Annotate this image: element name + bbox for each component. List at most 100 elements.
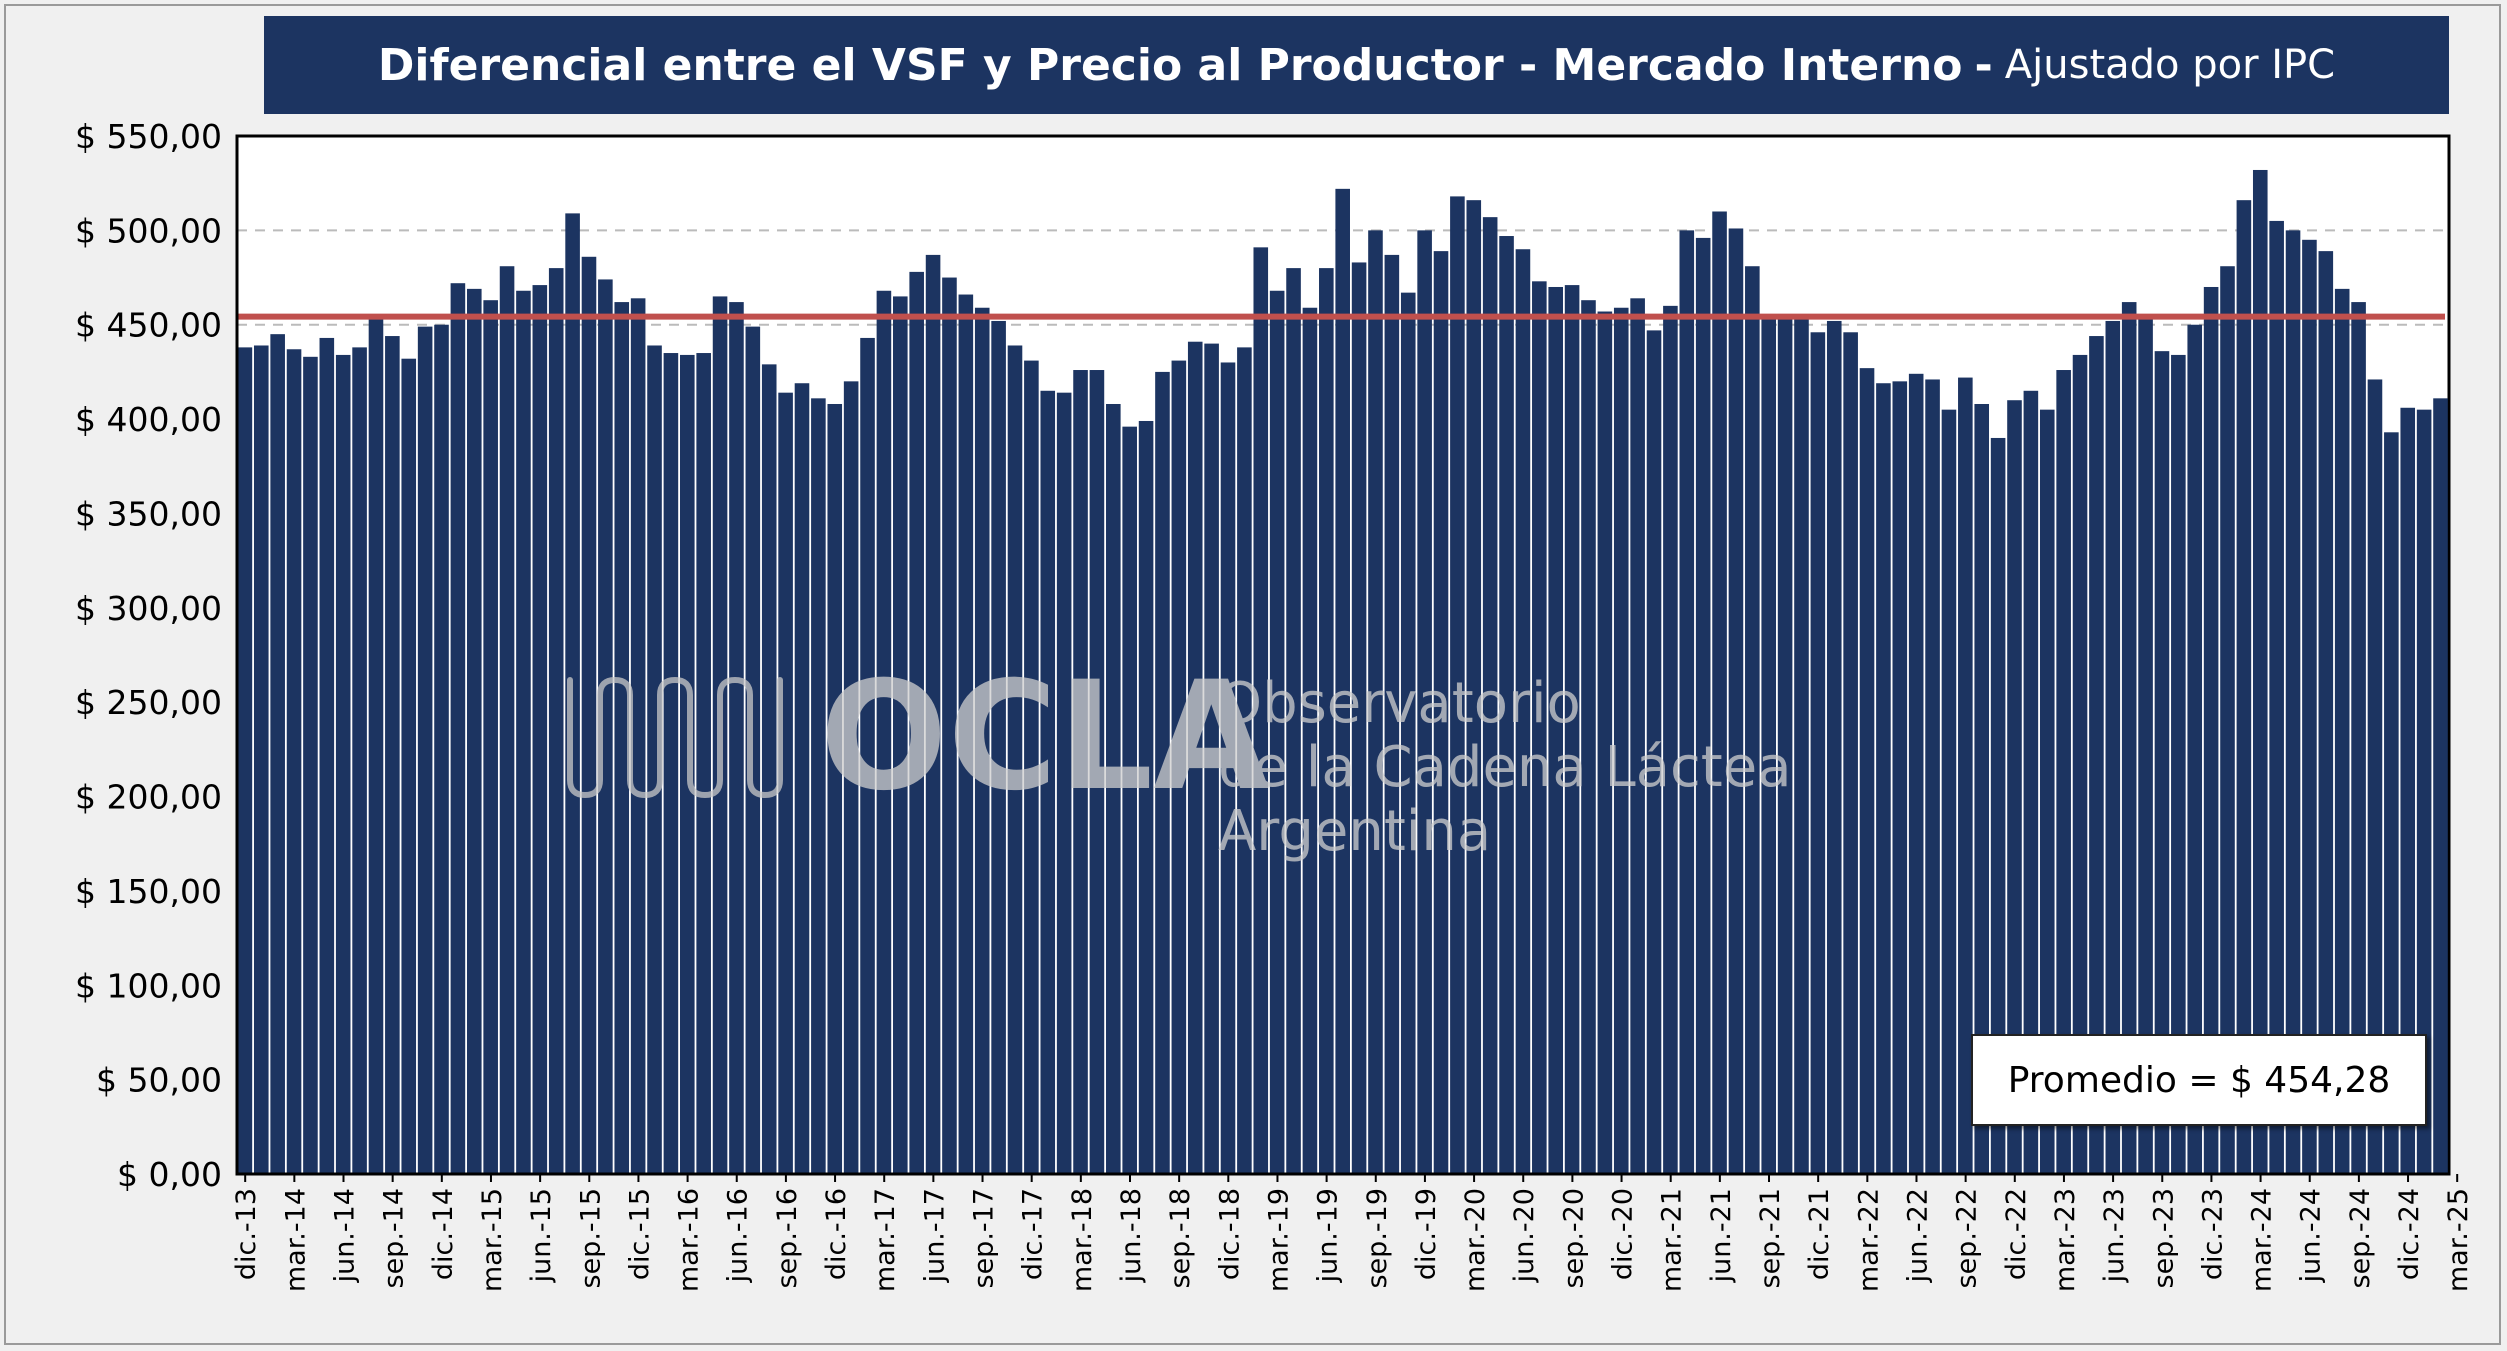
bar xyxy=(1695,237,1711,1174)
bar xyxy=(1941,409,1957,1174)
bar xyxy=(696,353,711,1174)
bar xyxy=(2334,288,2350,1174)
bar xyxy=(1073,370,1088,1174)
bar xyxy=(761,364,777,1174)
bar xyxy=(1974,403,1990,1174)
y-tick-label: $ 250,00 xyxy=(75,683,222,722)
ocla-watermark-line3: Argentina xyxy=(1218,799,1491,864)
x-tick-label: mar.-25 xyxy=(2443,1188,2474,1292)
x-tick-label: mar.-14 xyxy=(280,1188,311,1292)
chart-title-bar: Diferencial entre el VSF y Precio al Pro… xyxy=(264,16,2449,114)
bar xyxy=(1400,292,1416,1174)
bar xyxy=(630,298,646,1175)
y-tick-label: $ 300,00 xyxy=(75,589,222,628)
x-tick-label: dic.-22 xyxy=(2001,1188,2032,1280)
bar xyxy=(1220,362,1236,1174)
x-tick-label: jun.-19 xyxy=(1313,1188,1344,1283)
x-tick-label: sep.-14 xyxy=(379,1188,410,1289)
bar xyxy=(450,283,466,1174)
bar xyxy=(2154,351,2170,1175)
bar xyxy=(2384,432,2399,1174)
bar xyxy=(1777,315,1793,1175)
bar xyxy=(434,324,449,1174)
bars xyxy=(237,169,2448,1175)
bar xyxy=(1679,230,1695,1174)
bar xyxy=(1876,383,1891,1174)
y-tick-label: $ 400,00 xyxy=(75,400,222,439)
bar xyxy=(1155,371,1170,1175)
x-tick-label: mar.-24 xyxy=(2247,1188,2278,1292)
bar xyxy=(1269,290,1285,1175)
bar xyxy=(2252,169,2268,1175)
x-tick-label: mar.-23 xyxy=(2050,1188,2081,1292)
x-tick-label: mar.-15 xyxy=(477,1188,508,1292)
x-tick-label: dic.-16 xyxy=(821,1188,852,1280)
x-tick-label: sep.-24 xyxy=(2345,1188,2376,1289)
ocla-wave-icon xyxy=(567,676,783,799)
bar xyxy=(581,256,597,1174)
bar xyxy=(2269,220,2284,1175)
bar xyxy=(2138,319,2153,1175)
bar xyxy=(2072,354,2088,1174)
average-label: Promedio = $ 454,28 xyxy=(2007,1059,2391,1101)
x-tick-label: mar.-21 xyxy=(1657,1188,1688,1292)
bar xyxy=(1515,249,1531,1175)
bar xyxy=(1564,285,1580,1174)
x-tick-label: dic.-14 xyxy=(428,1188,459,1280)
chart-title: Diferencial entre el VSF y Precio al Pro… xyxy=(377,39,1963,91)
x-tick-label: sep.-18 xyxy=(1165,1188,1196,1289)
bar xyxy=(2433,398,2448,1174)
bar xyxy=(1794,319,1809,1175)
bar xyxy=(1122,426,1137,1174)
bar xyxy=(1106,403,1121,1174)
bar xyxy=(2089,336,2104,1174)
bar xyxy=(1712,211,1727,1174)
bar xyxy=(925,254,941,1174)
bar xyxy=(2236,200,2252,1175)
bar xyxy=(1581,300,1596,1174)
x-tick-label: sep.-17 xyxy=(969,1188,1000,1289)
bar xyxy=(2318,251,2334,1174)
bar xyxy=(1810,332,1826,1174)
bar xyxy=(942,277,957,1175)
x-tick-label: jun.-16 xyxy=(723,1188,754,1283)
x-tick-label: mar.-22 xyxy=(1853,1188,1884,1292)
bar xyxy=(532,285,548,1174)
bar xyxy=(1450,196,1465,1175)
bar xyxy=(2416,409,2432,1174)
bar xyxy=(2203,286,2219,1174)
bar xyxy=(1302,307,1318,1174)
x-tick-label: jun.-17 xyxy=(919,1188,950,1283)
y-tick-label: $ 450,00 xyxy=(75,306,222,345)
bar xyxy=(1040,390,1056,1174)
bar xyxy=(1990,437,2006,1174)
bar xyxy=(1466,200,1482,1175)
bar xyxy=(1630,298,1645,1175)
x-tick-label: jun.-22 xyxy=(1902,1188,1933,1283)
bar xyxy=(2400,407,2416,1174)
bar xyxy=(1925,379,1940,1174)
bar xyxy=(1187,341,1203,1174)
bar xyxy=(958,294,974,1175)
bar xyxy=(1237,347,1252,1175)
bar xyxy=(1384,254,1400,1174)
bar xyxy=(1433,251,1449,1174)
bar xyxy=(1663,305,1678,1174)
bar xyxy=(1646,330,1662,1174)
bar xyxy=(1319,268,1334,1174)
x-tick-label: dic.-13 xyxy=(231,1188,262,1280)
x-tick-label: jun.-24 xyxy=(2296,1188,2327,1283)
x-axis: dic.-13 mar.-14 jun.-14 sep.-14 dic.-14 mar.-… xyxy=(231,1172,2474,1292)
bar xyxy=(778,392,793,1175)
bar xyxy=(663,353,679,1174)
x-tick-label: dic.-15 xyxy=(624,1188,655,1280)
bar xyxy=(974,307,990,1174)
bar xyxy=(893,296,908,1174)
x-tick-label: sep.-15 xyxy=(575,1188,606,1289)
bar xyxy=(1056,392,1072,1175)
x-tick-label: sep.-20 xyxy=(1558,1188,1589,1289)
bar xyxy=(811,398,826,1174)
x-tick-label: sep.-16 xyxy=(772,1188,803,1289)
bar xyxy=(1024,360,1039,1174)
bar xyxy=(499,266,515,1175)
